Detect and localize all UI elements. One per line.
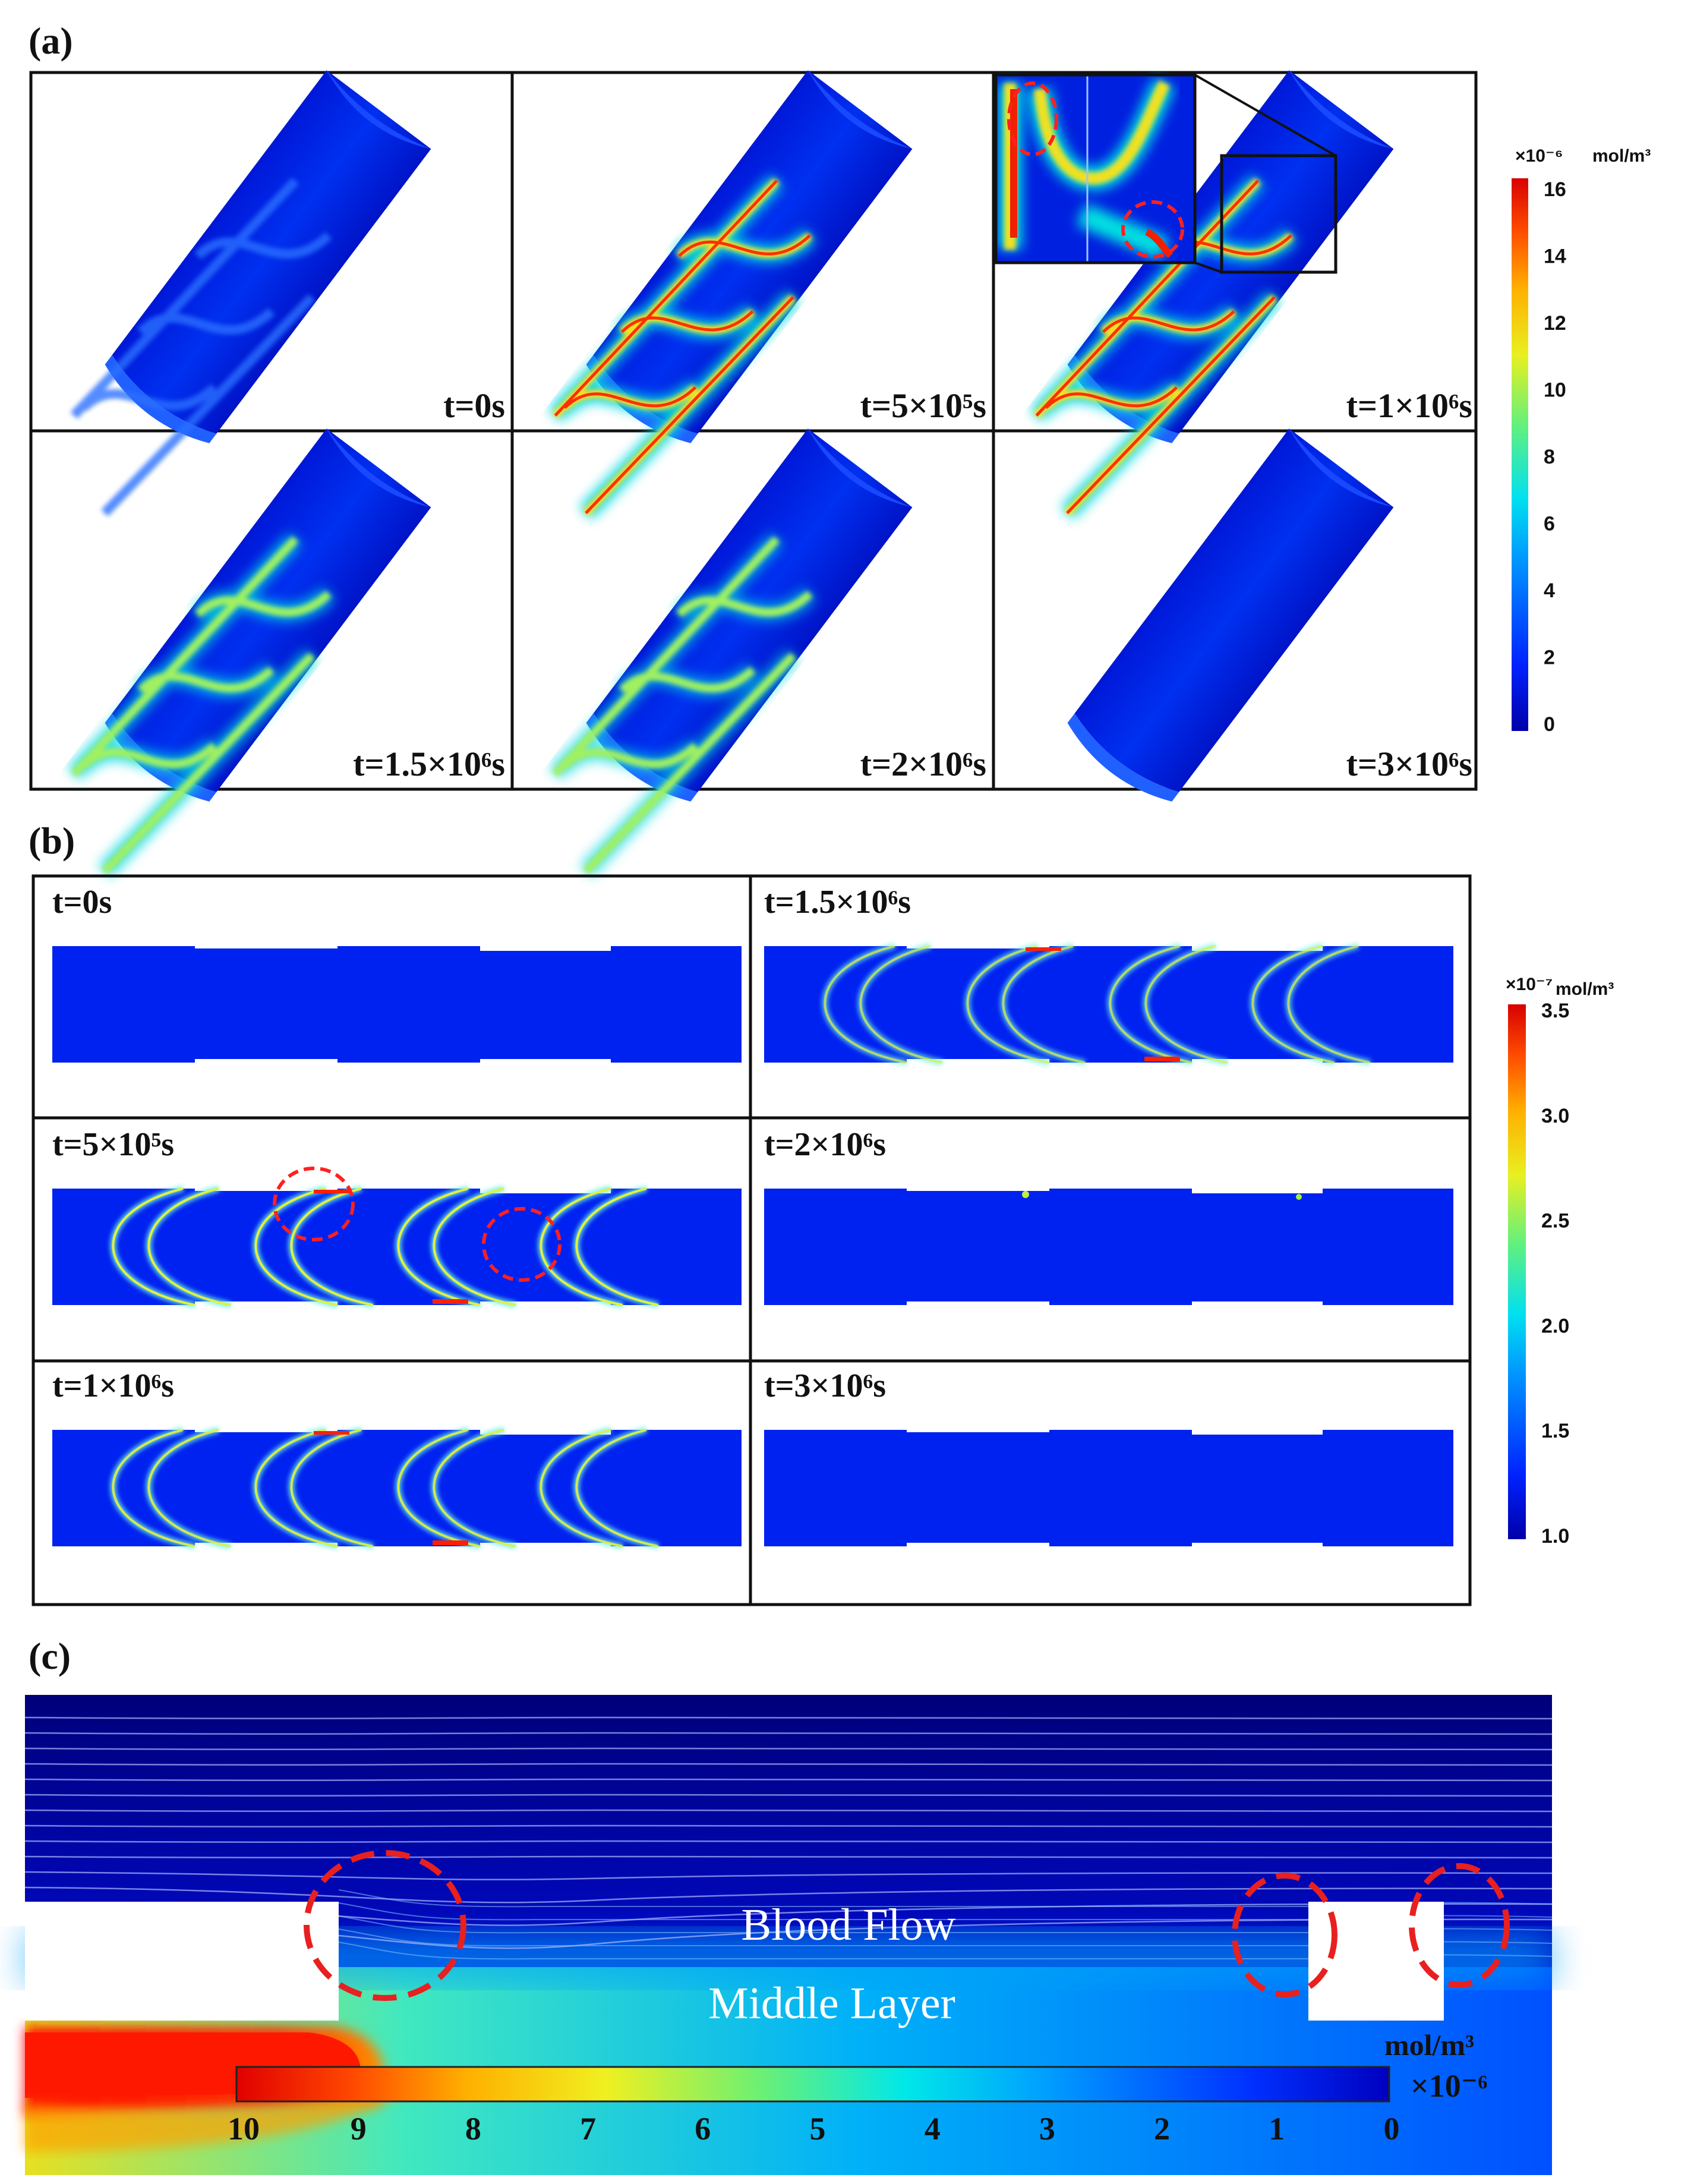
colorbar-a-exponent: ×10⁻⁶ <box>1515 146 1563 166</box>
colorbar-tick: 10 <box>228 2111 260 2147</box>
time-label: t=3×10⁶s <box>764 1367 886 1404</box>
colorbar-a: ×10⁻⁶ mol/m³ 16 14 12 10 8 6 4 2 0 <box>1512 146 1651 736</box>
cylinder-segment <box>33 428 431 896</box>
colorbar-tick: 12 <box>1544 312 1566 335</box>
flattened-stent-strip <box>52 946 742 1063</box>
time-label: t=0s <box>52 884 112 921</box>
colorbar-tick: 4 <box>925 2111 941 2147</box>
flattened-stent-strip <box>52 1427 742 1549</box>
zoom-inset <box>994 73 1337 274</box>
colorbar-tick: 0 <box>1384 2111 1400 2147</box>
cylinder-segment <box>33 70 431 538</box>
time-label: t=2×10⁶s <box>860 745 986 783</box>
colorbar-tick: 2.0 <box>1541 1315 1569 1337</box>
cylinder-segment <box>996 70 1394 538</box>
highlight-circle <box>482 1207 561 1282</box>
colorbar-tick: 2 <box>1544 647 1555 669</box>
blood-flow-label: Blood Flow <box>741 1900 955 1950</box>
colorbar-tick: 4 <box>1544 579 1555 602</box>
time-label: t=1.5×10⁶s <box>353 745 505 783</box>
colorbar-b-exponent: ×10⁻⁷ <box>1506 975 1553 994</box>
highlight-circle <box>1409 1863 1510 1988</box>
cylinder-segment <box>515 428 913 896</box>
panel-b-label: (b) <box>29 820 75 862</box>
time-label: t=1×10⁶s <box>52 1367 174 1404</box>
colorbar-tick: 3.0 <box>1541 1105 1569 1127</box>
strut-block <box>25 1902 339 2021</box>
flattened-stent-strip <box>764 1189 1453 1305</box>
time-label: t=3×10⁶s <box>1346 745 1472 783</box>
highlight-circle <box>1007 81 1058 156</box>
colorbar-tick: 2.5 <box>1541 1210 1569 1233</box>
highlight-circle <box>304 1850 466 2001</box>
colorbar-tick: 6 <box>1544 513 1555 535</box>
highlight-circle <box>273 1167 355 1241</box>
highlight-circle <box>1121 200 1184 259</box>
colorbar-tick: 10 <box>1544 379 1566 402</box>
colorbar-tick: 2 <box>1154 2111 1170 2147</box>
flattened-stent-strip <box>764 1430 1453 1546</box>
colorbar-tick: 5 <box>810 2111 826 2147</box>
colorbar-c-unit: mol/m³ <box>1384 2028 1474 2062</box>
flattened-stent-strip <box>764 943 1453 1066</box>
time-label: t=1×10⁶s <box>1346 386 1472 425</box>
time-label: t=0s <box>443 386 505 425</box>
colorbar-tick: 3.5 <box>1541 1000 1569 1022</box>
colorbar-c: mol/m³ ×10⁻⁶ 10 9 8 7 6 5 4 3 2 1 0 <box>228 2028 1487 2147</box>
colorbar-tick: 6 <box>695 2111 711 2147</box>
zoom-box <box>1220 154 1337 274</box>
colorbar-tick: 16 <box>1544 178 1566 201</box>
colorbar-b-bar <box>1508 1004 1526 1539</box>
cylinder-segment <box>1067 428 1394 802</box>
panel-c-label: (c) <box>29 1635 71 1677</box>
colorbar-tick: 3 <box>1039 2111 1055 2147</box>
time-label: t=5×10⁵s <box>860 386 986 425</box>
colorbar-tick: 1 <box>1269 2111 1285 2147</box>
time-label: t=5×10⁵s <box>52 1126 174 1163</box>
highlight-circle <box>1232 1873 1337 1997</box>
colorbar-c-bar <box>235 2066 1390 2103</box>
panel-b: (b) t=0s t=1.5×10⁶s t=5×10⁵s t=2×10⁶s t=1×10… <box>29 820 1614 1606</box>
colorbar-b: ×10⁻⁷ mol/m³ 3.5 3.0 2.5 2.0 1.5 1.0 <box>1506 975 1614 1548</box>
time-label: t=2×10⁶s <box>764 1126 886 1163</box>
colorbar-a-bar <box>1512 178 1528 731</box>
colorbar-a-unit: mol/m³ <box>1592 146 1651 166</box>
colorbar-c-exponent: ×10⁻⁶ <box>1411 2068 1487 2104</box>
colorbar-tick: 1.0 <box>1541 1525 1569 1548</box>
panel-a-label: (a) <box>29 20 73 62</box>
colorbar-tick: 14 <box>1544 245 1566 268</box>
colorbar-tick: 0 <box>1544 713 1555 736</box>
middle-layer-label: Middle Layer <box>708 1978 955 2028</box>
colorbar-tick: 8 <box>465 2111 481 2147</box>
colorbar-tick: 9 <box>351 2111 367 2147</box>
panel-c: (c) Blood Flow Middle Layer mol/m³ ×10⁻⁶… <box>24 1635 1553 2175</box>
time-label: t=1.5×10⁶s <box>764 884 911 921</box>
colorbar-tick: 8 <box>1544 446 1555 468</box>
panel-a: (a) t=0s t=5×10⁵s t=1×10⁶s t=1.5×10⁶s t=2×10… <box>29 20 1651 896</box>
cylinder-segment <box>515 70 913 538</box>
colorbar-tick: 1.5 <box>1541 1420 1569 1442</box>
colorbar-b-unit: mol/m³ <box>1556 979 1614 999</box>
flattened-stent-strip <box>52 1186 742 1308</box>
colorbar-tick: 7 <box>580 2111 596 2147</box>
